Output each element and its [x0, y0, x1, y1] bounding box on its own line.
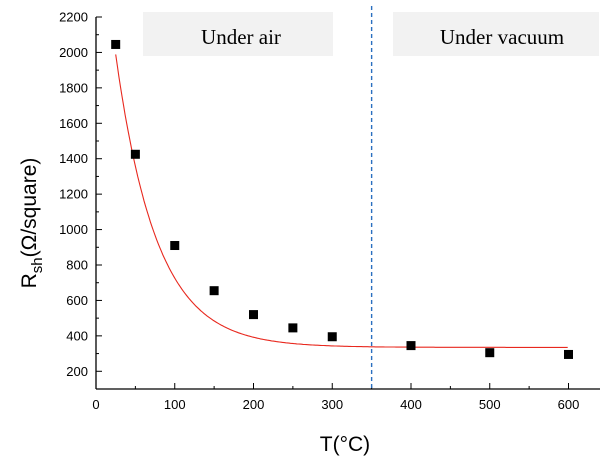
region-bg-vacuum	[393, 12, 599, 56]
fit-curve	[115, 54, 568, 348]
y-ticks: 200 400 600 800 1000 1200 1400 1600 1800 2000 2200	[59, 10, 102, 379]
y-tick-label: 1600	[59, 116, 88, 131]
x-tick-label: 0	[92, 397, 99, 412]
region-label-air: Under air	[201, 25, 281, 49]
data-point	[111, 39, 121, 49]
x-tick-label: 300	[321, 397, 343, 412]
y-tick-label: 800	[66, 258, 88, 273]
data-point	[170, 241, 180, 251]
region-labels: Under air Under vacuum	[143, 12, 599, 56]
x-tick-label: 200	[243, 397, 265, 412]
data-point	[288, 323, 298, 333]
y-tick-label: 1800	[59, 80, 88, 95]
y-tick-label: 2000	[59, 45, 88, 60]
data-points	[111, 39, 573, 359]
y-axis-title: Rsh(Ω/square)	[18, 158, 46, 289]
data-point	[485, 348, 495, 358]
data-point	[564, 349, 573, 359]
x-tick-label: 400	[400, 397, 422, 412]
region-bg-air	[143, 12, 333, 56]
x-tick-label: 100	[164, 397, 186, 412]
axes	[95, 17, 600, 390]
y-tick-label: 600	[66, 293, 88, 308]
y-tick-label: 1400	[59, 151, 88, 166]
y-tick-label: 1000	[59, 222, 88, 237]
data-point	[406, 341, 416, 351]
region-label-vacuum: Under vacuum	[440, 25, 564, 49]
y-tick-label: 200	[66, 364, 88, 379]
x-tick-label: 600	[558, 397, 580, 412]
y-axis-title-rest: (Ω/square)	[18, 158, 41, 258]
y-axis-title-main: R	[18, 273, 41, 288]
x-tick-label: 500	[479, 397, 501, 412]
x-ticks: 0 100 200 300 400 500 600	[92, 383, 579, 412]
y-tick-label: 2200	[59, 10, 88, 25]
data-point	[130, 149, 140, 159]
data-point	[327, 332, 337, 342]
data-point	[209, 286, 219, 296]
data-point	[249, 310, 258, 320]
fit-line	[115, 54, 568, 348]
y-tick-label: 1200	[59, 187, 88, 202]
y-axis-title-sub: sh	[29, 257, 46, 273]
x-axis-title: T(°C)	[320, 433, 370, 456]
y-tick-label: 400	[66, 328, 88, 343]
